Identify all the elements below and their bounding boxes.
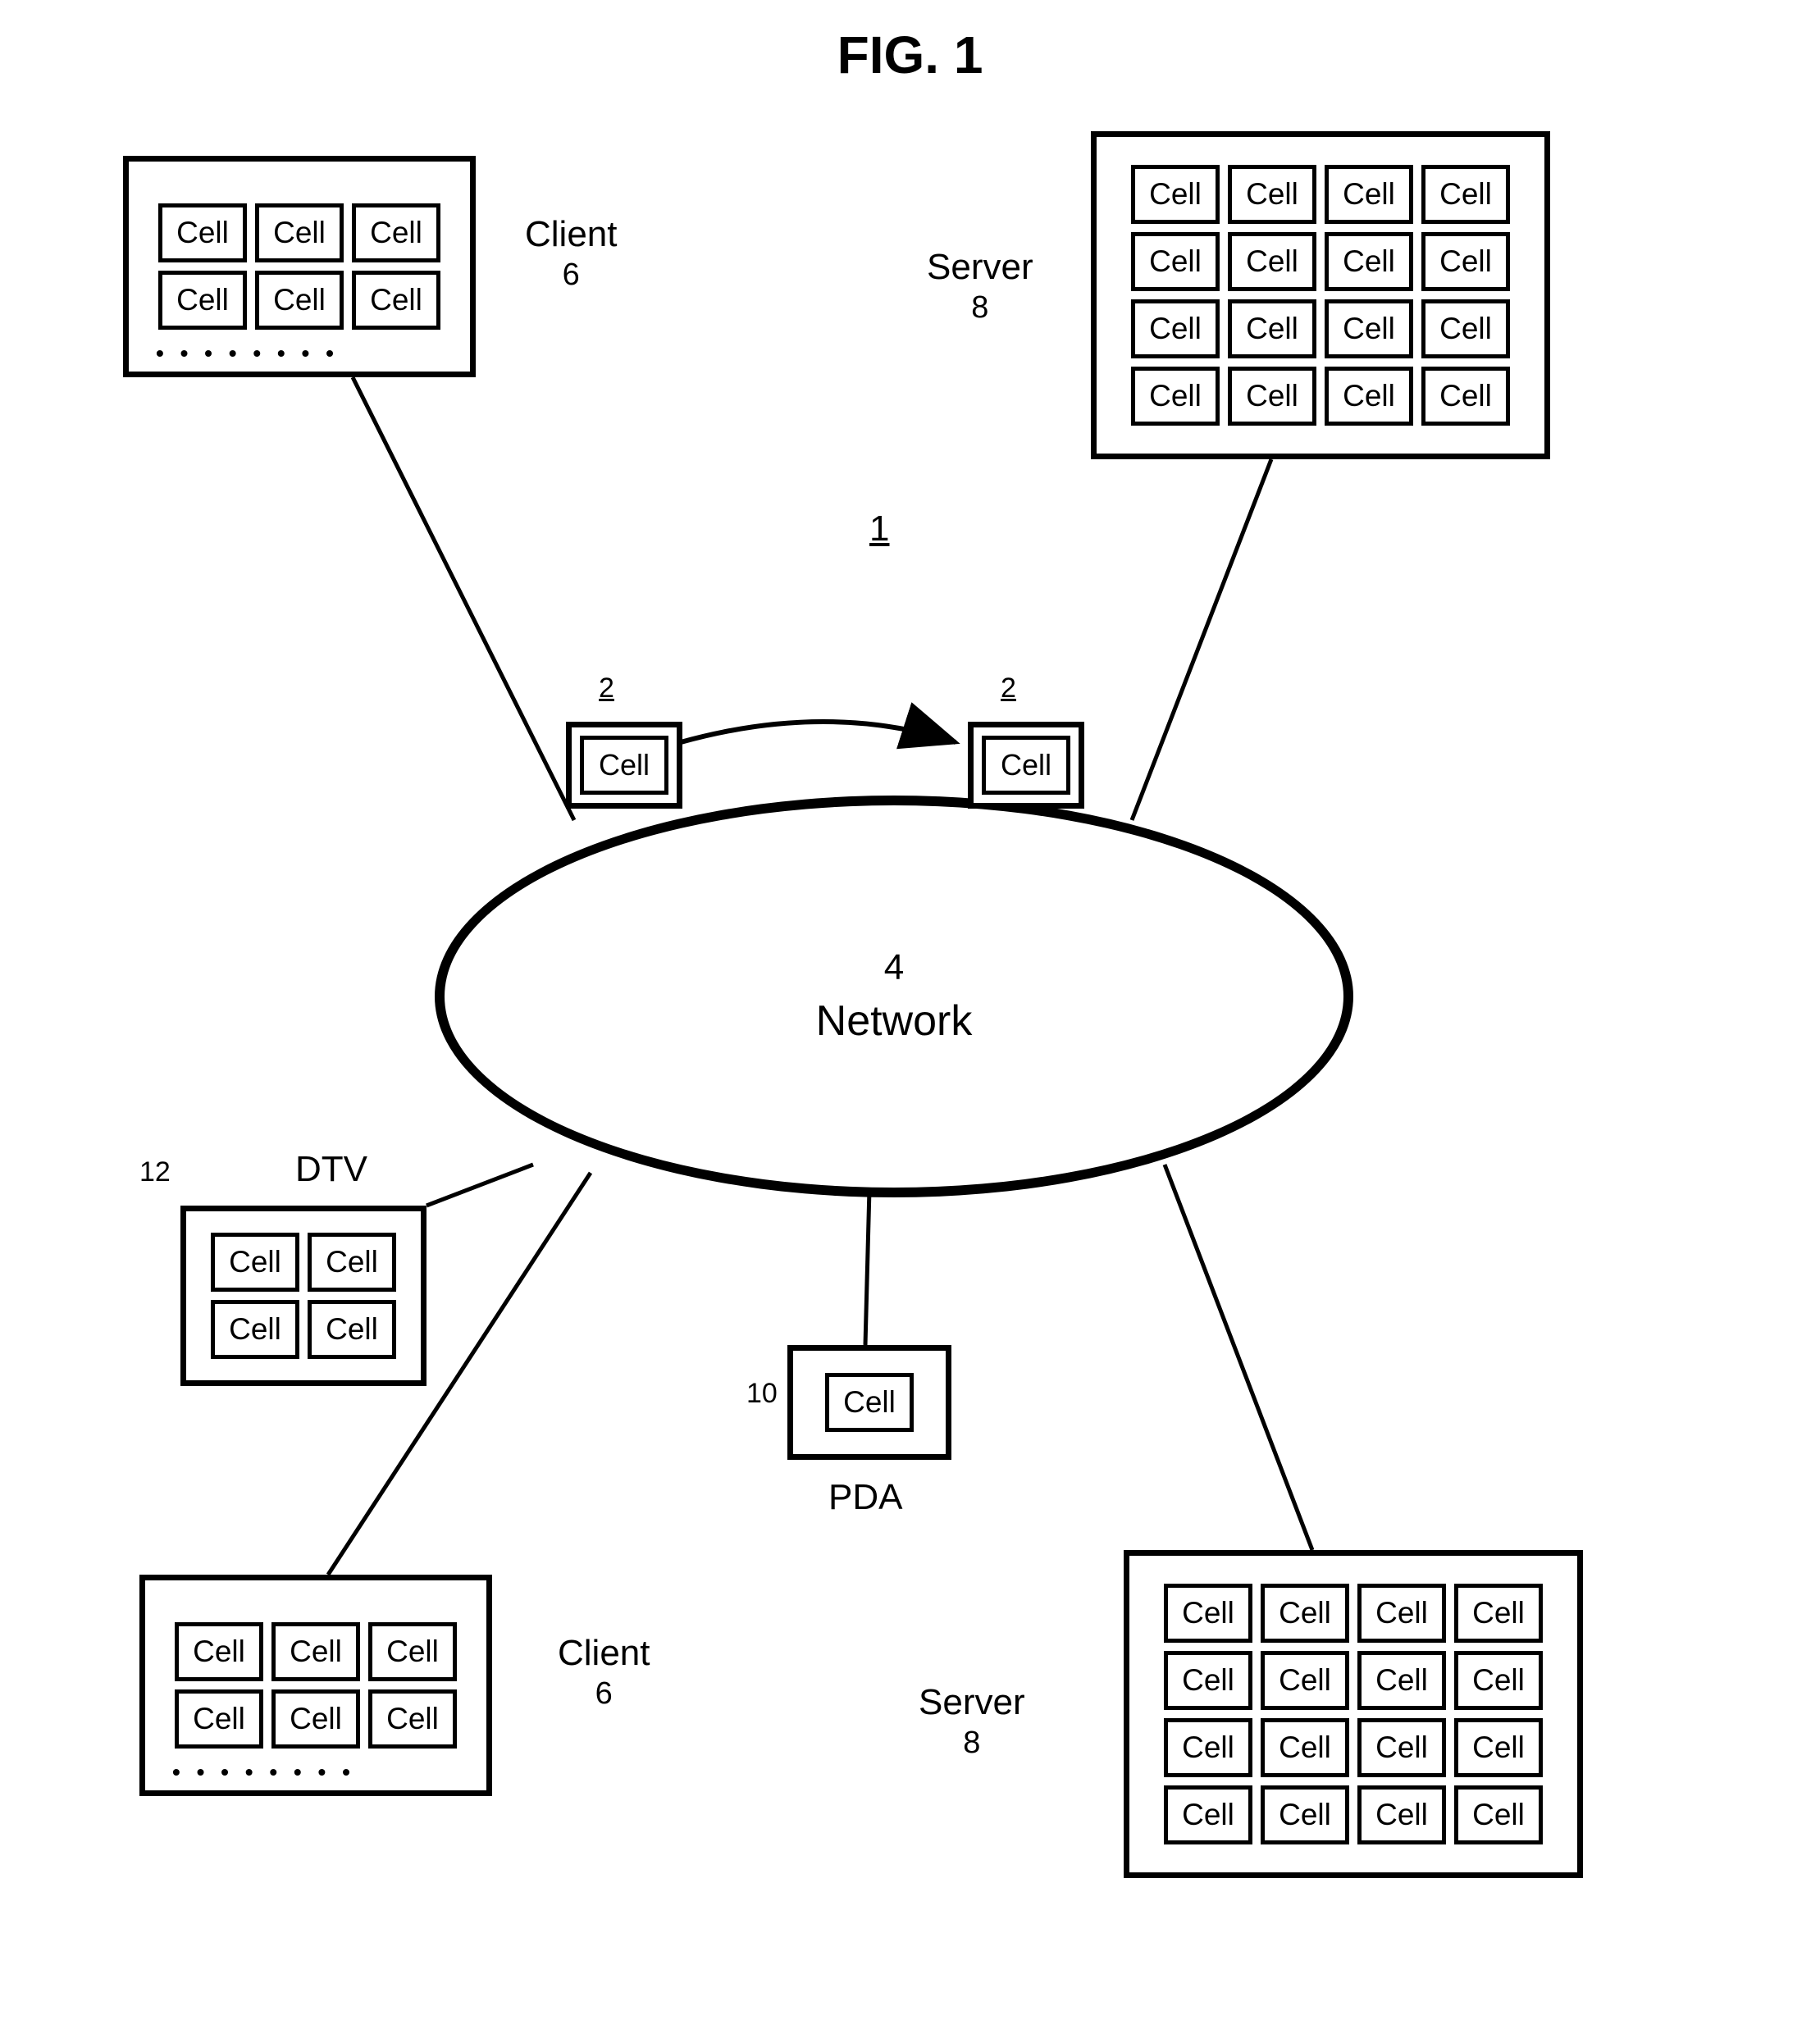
cell: Cell <box>1325 367 1413 426</box>
cell: Cell <box>1131 165 1220 224</box>
cell: Cell <box>1357 1785 1446 1844</box>
cell: Cell <box>1131 367 1220 426</box>
cell: Cell <box>1454 1785 1543 1844</box>
cell-row: Cell <box>825 1373 914 1432</box>
float-cell-right: Cell <box>968 722 1084 809</box>
cell-row: CellCellCell <box>158 271 440 330</box>
cell: Cell <box>1421 367 1510 426</box>
cell: Cell <box>271 1622 360 1681</box>
cell-row: CellCellCellCell <box>1131 367 1510 426</box>
cell: Cell <box>825 1373 914 1432</box>
float-cell-left: Cell <box>566 722 682 809</box>
network-node: 4 Network <box>435 796 1353 1197</box>
cell: Cell <box>982 736 1070 795</box>
cell: Cell <box>1164 1651 1252 1710</box>
cell: Cell <box>1454 1651 1543 1710</box>
server-bottom-label-text: Server <box>919 1682 1025 1722</box>
cell: Cell <box>1421 232 1510 291</box>
dtv-box: CellCellCellCell <box>180 1206 426 1386</box>
cell: Cell <box>580 736 668 795</box>
client-top-num: 6 <box>525 257 618 294</box>
server-top-label: Server 8 <box>927 246 1033 326</box>
cell-row: CellCellCellCell <box>1164 1584 1543 1643</box>
server-top-num: 8 <box>927 290 1033 327</box>
network-num: 4 <box>884 947 904 988</box>
cell-row: CellCellCellCell <box>1164 1785 1543 1844</box>
client-bottom-label-text: Client <box>558 1633 650 1673</box>
cell: Cell <box>1421 165 1510 224</box>
cell: Cell <box>158 271 247 330</box>
cell: Cell <box>1228 232 1316 291</box>
cell: Cell <box>1228 367 1316 426</box>
cell-row: CellCell <box>211 1233 396 1292</box>
cell: Cell <box>1357 1651 1446 1710</box>
cell: Cell <box>255 203 344 262</box>
cell: Cell <box>1261 1584 1349 1643</box>
pda-label: PDA <box>828 1476 902 1520</box>
server-bottom-num: 8 <box>919 1725 1025 1762</box>
diagram-canvas: FIG. 1 1 4 Network 2 Cell 2 Cell CellCel… <box>0 0 1820 2029</box>
dtv-num: 12 <box>139 1156 171 1188</box>
cell-row: CellCellCell <box>175 1689 457 1749</box>
server-bottom-box: CellCellCellCellCellCellCellCellCellCell… <box>1124 1550 1583 1878</box>
cell: Cell <box>1325 165 1413 224</box>
cell-row: CellCellCell <box>175 1622 457 1681</box>
cell: Cell <box>1131 299 1220 358</box>
float-cell-right-num: 2 <box>1001 673 1016 704</box>
cell: Cell <box>308 1300 396 1359</box>
float-cell-left-num: 2 <box>599 673 614 704</box>
cell-row: CellCellCellCell <box>1164 1651 1543 1710</box>
cell: Cell <box>1131 232 1220 291</box>
pda-num: 10 <box>746 1378 778 1410</box>
cell: Cell <box>1164 1584 1252 1643</box>
figure-ref-num: 1 <box>869 508 889 549</box>
cell: Cell <box>1325 299 1413 358</box>
cell: Cell <box>1164 1785 1252 1844</box>
cell-row: CellCellCell <box>158 203 440 262</box>
cell: Cell <box>1228 299 1316 358</box>
cell: Cell <box>1325 232 1413 291</box>
cell: Cell <box>211 1233 299 1292</box>
cell: Cell <box>1261 1651 1349 1710</box>
cell: Cell <box>1357 1584 1446 1643</box>
cell: Cell <box>352 271 440 330</box>
cell-row: CellCellCellCell <box>1131 165 1510 224</box>
cell: Cell <box>1261 1718 1349 1777</box>
cell: Cell <box>175 1689 263 1749</box>
cell: Cell <box>368 1689 457 1749</box>
cell: Cell <box>1357 1718 1446 1777</box>
figure-title: FIG. 1 <box>0 25 1820 85</box>
cell: Cell <box>1454 1584 1543 1643</box>
cell: Cell <box>1454 1718 1543 1777</box>
pda-box: Cell <box>787 1345 951 1460</box>
cell-row: CellCell <box>211 1300 396 1359</box>
cell: Cell <box>1261 1785 1349 1844</box>
cell: Cell <box>368 1622 457 1681</box>
cell: Cell <box>352 203 440 262</box>
cell: Cell <box>175 1622 263 1681</box>
server-top-box: CellCellCellCellCellCellCellCellCellCell… <box>1091 131 1550 459</box>
cell-row: CellCellCellCell <box>1164 1718 1543 1777</box>
client-top-label-text: Client <box>525 214 618 254</box>
client-top-label: Client 6 <box>525 213 618 294</box>
cell-row: CellCellCellCell <box>1131 299 1510 358</box>
client-top-dots: • • • • • • • • <box>156 340 339 367</box>
cell: Cell <box>308 1233 396 1292</box>
cell: Cell <box>271 1689 360 1749</box>
cell: Cell <box>1228 165 1316 224</box>
server-top-label-text: Server <box>927 247 1033 287</box>
client-bottom-label: Client 6 <box>558 1632 650 1712</box>
cell-row: CellCellCellCell <box>1131 232 1510 291</box>
cell: Cell <box>1164 1718 1252 1777</box>
client-bottom-dots: • • • • • • • • <box>172 1759 355 1785</box>
client-bottom-num: 6 <box>558 1676 650 1713</box>
network-label: Network <box>816 996 973 1046</box>
cell: Cell <box>211 1300 299 1359</box>
cell: Cell <box>1421 299 1510 358</box>
cell: Cell <box>158 203 247 262</box>
server-bottom-label: Server 8 <box>919 1681 1025 1762</box>
dtv-label: DTV <box>295 1148 367 1192</box>
cell: Cell <box>255 271 344 330</box>
